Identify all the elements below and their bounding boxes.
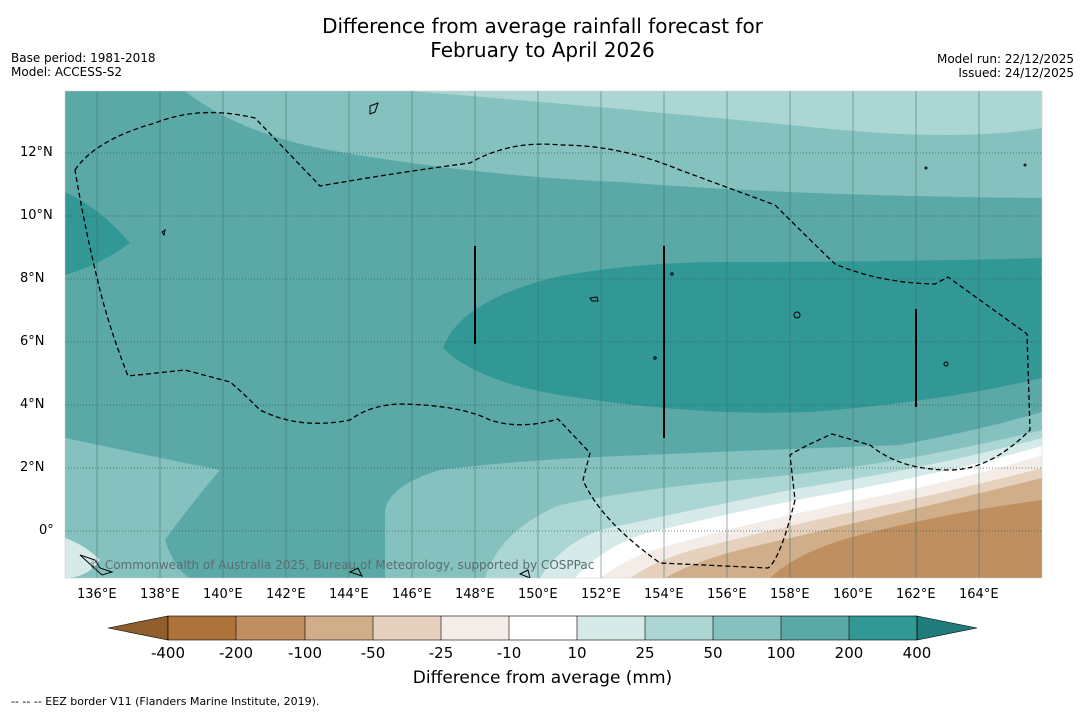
colorbar-dividers [235, 616, 850, 640]
colorbar-swatch-7 [577, 616, 645, 640]
issued-text: Issued: 24/12/2025 [958, 66, 1074, 80]
lon-label: 144°E [329, 587, 369, 602]
eez-border [74, 111, 1031, 569]
lon-label: 164°E [959, 587, 999, 602]
colorbar-swatch-9 [713, 616, 781, 640]
legend-tick-label: 10 [567, 644, 587, 662]
band-25-50-north [410, 91, 1042, 135]
legend-tick-label: 400 [902, 644, 932, 662]
colorbar-swatch-1 [168, 616, 236, 640]
colorbar-swatch-8 [645, 616, 713, 640]
legend-tick-label: 50 [703, 644, 723, 662]
lat-label: 8°N [20, 271, 45, 286]
band-minus-200-100 [770, 500, 1042, 578]
lon-label: 154°E [644, 587, 684, 602]
legend-title: Difference from average (mm) [412, 668, 673, 688]
lon-label: 152°E [581, 587, 621, 602]
band-southwest-corner [65, 538, 100, 578]
lon-label: 138°E [140, 587, 180, 602]
colorbar-high-arrow [916, 615, 978, 641]
legend-tick-label: -10 [496, 644, 522, 662]
legend-tick-label: 100 [766, 644, 796, 662]
lon-label: 156°E [707, 587, 747, 602]
latitude-gridlines [65, 152, 1042, 532]
lon-label: 146°E [392, 587, 432, 602]
lon-label: 148°E [455, 587, 495, 602]
colorbar-outline [167, 615, 918, 641]
base-period-text: Base period: 1981-2018 [11, 51, 156, 65]
map-frame [64, 90, 1043, 579]
legend-tick-label: 25 [635, 644, 655, 662]
model-run-text: Model run: 22/12/2025 [936, 52, 1074, 66]
legend-tick-label: -200 [218, 644, 254, 662]
title-line-2: February to April 2026 [430, 38, 655, 62]
lon-label: 150°E [518, 587, 558, 602]
legend-tick-label: 200 [834, 644, 864, 662]
lat-label: 0° [39, 523, 54, 538]
legend-tick-label: -25 [428, 644, 454, 662]
lon-label: 160°E [833, 587, 873, 602]
lat-label: 6°N [20, 334, 45, 349]
copyright-notice: © Commonwealth of Australia 2025, Bureau… [89, 558, 595, 572]
colorbar-swatch-11 [849, 616, 917, 640]
lat-label: 4°N [20, 397, 45, 412]
lat-label: 10°N [20, 208, 53, 223]
meta-right: Model run: 22/12/2025 Issued: 24/12/2025 [937, 52, 1074, 80]
band-200-400-central [443, 258, 1042, 413]
islands [79, 102, 1027, 578]
colorbar-swatch-10 [781, 616, 849, 640]
lat-label: 2°N [20, 460, 45, 475]
chart-title: Difference from average rainfall forecas… [0, 14, 1085, 62]
colorbar-swatch-2 [236, 616, 305, 640]
colorbar-swatch-5 [441, 616, 509, 640]
colorbar [107, 615, 978, 641]
band-50-100-southwest [65, 438, 220, 578]
title-line-1: Difference from average rainfall forecas… [322, 14, 763, 38]
legend-tick-label: -100 [287, 644, 323, 662]
lat-label: 12°N [20, 145, 53, 160]
colorbar-swatch-3 [305, 616, 373, 640]
lon-label: 136°E [77, 587, 117, 602]
lon-label: 162°E [896, 587, 936, 602]
lon-label: 140°E [203, 587, 243, 602]
meta-left: Base period: 1981-2018 Model: ACCESS-S2 [11, 51, 156, 79]
colorbar-low-arrow [107, 615, 169, 641]
legend-tick-label: -50 [360, 644, 386, 662]
colorbar-swatch-4 [373, 616, 441, 640]
eez-footnote: -- -- -- EEZ border V11 (Flanders Marine… [11, 695, 320, 708]
legend-tick-label: -400 [150, 644, 186, 662]
eez-segments [474, 246, 917, 438]
lon-label: 158°E [770, 587, 810, 602]
model-text: Model: ACCESS-S2 [11, 65, 123, 79]
map-layers [65, 91, 1042, 578]
lon-label: 142°E [266, 587, 306, 602]
colorbar-swatch-6 [509, 616, 577, 640]
